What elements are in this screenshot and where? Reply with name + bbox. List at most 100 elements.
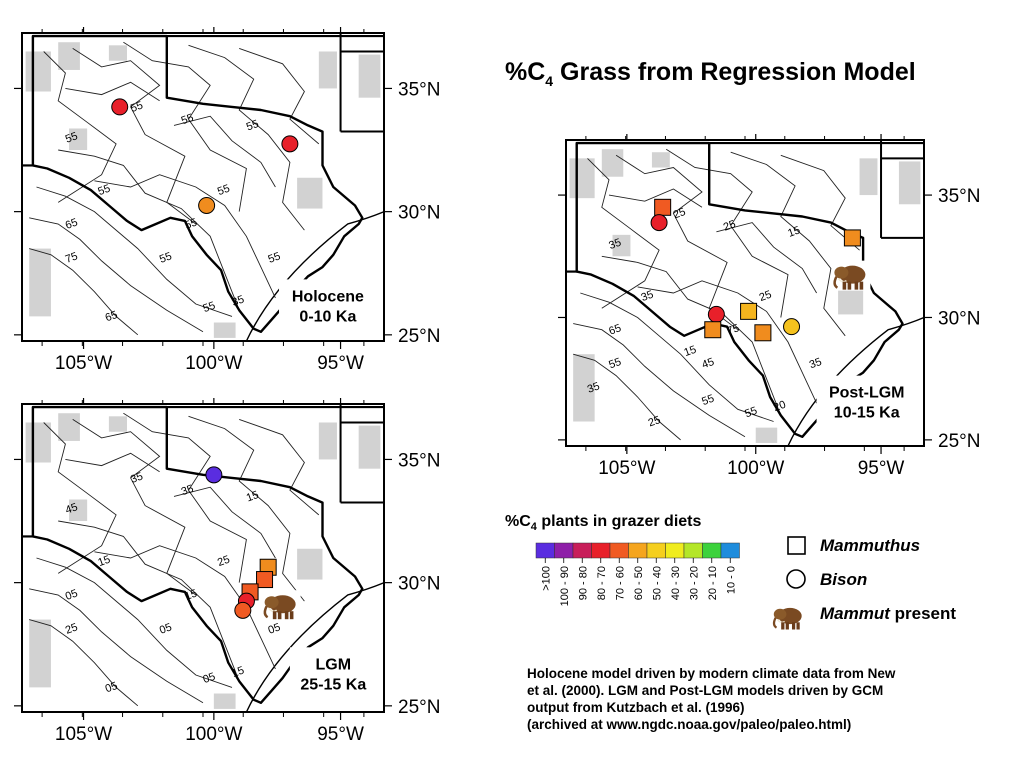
period-label-box	[816, 375, 917, 440]
contour-value-label: 05	[158, 621, 174, 636]
caption-line: output from Kutzbach et al. (1996)	[527, 700, 745, 715]
masked-area	[573, 354, 595, 422]
texas-border	[31, 405, 364, 704]
contour-value-label: 15	[786, 224, 802, 239]
contour-value-label: 05	[64, 587, 80, 602]
map-panel-post-lgm: 35 25 25 25 35 15 65 55 45 75 35 55 20 25 15 35 55 Post-L…	[558, 134, 980, 479]
legend-bin-label: 100 - 90	[559, 566, 571, 606]
contour-value-label: 25	[672, 206, 688, 221]
period-range: 25-15 Ka	[300, 676, 366, 693]
contour-value-label: 25	[216, 554, 232, 569]
masked-area	[358, 425, 381, 469]
contour-line	[239, 418, 320, 516]
contour-value-label: 35	[586, 380, 602, 395]
mammuthus-marker	[754, 324, 772, 342]
lat-label: 25°N	[398, 697, 440, 718]
masked-area	[108, 45, 127, 61]
contour-value-label: 35	[640, 289, 656, 304]
legend-bin-label: 90 - 80	[577, 566, 589, 600]
lon-label: 95°W	[317, 724, 364, 745]
bison-marker	[281, 135, 299, 153]
masked-area	[69, 499, 88, 522]
lon-label: 95°W	[858, 458, 905, 479]
masked-area	[213, 693, 236, 709]
contour-value-label: 55	[158, 250, 174, 265]
contour-value-label: 35	[808, 356, 824, 371]
lon-label: 105°W	[55, 353, 112, 374]
state-line	[339, 33, 384, 133]
contour-line	[94, 545, 276, 670]
period-label-box	[279, 279, 377, 335]
period-name: Post-LGM	[829, 385, 905, 402]
contour-value-label: 15	[96, 554, 112, 569]
state-line	[339, 404, 384, 504]
legend-bin-label: 30 - 20	[688, 566, 700, 600]
contour-line	[239, 47, 320, 145]
contour-line	[29, 588, 204, 704]
legend-swatch	[535, 542, 555, 559]
contour-value-label: 05	[201, 671, 217, 686]
contour-value-label: 25	[722, 218, 738, 233]
legend-square-symbol	[787, 536, 806, 555]
contour-line	[43, 422, 117, 574]
contour-line	[188, 415, 305, 602]
caption-line: et al. (2000). LGM and Post-LGM models d…	[527, 683, 884, 698]
contour-line	[580, 292, 774, 422]
legend-swatch	[702, 542, 722, 559]
contour-line	[780, 154, 860, 251]
lat-label: 30°N	[938, 308, 980, 329]
contour-value-label: 55	[267, 250, 283, 265]
contour-value-label: 20	[772, 399, 788, 414]
contour-value-label: 45	[64, 501, 80, 516]
lon-label: 100°W	[727, 458, 784, 479]
legend-bin-label: 60 - 50	[633, 566, 645, 600]
contour-line	[36, 557, 233, 688]
contour-line	[65, 81, 160, 102]
contour-value-label: 55	[180, 112, 196, 127]
map-panel-lgm: 45 35 35 25 15 15 05 25 05 15 05 05 15 05 LGM 25-15 Ka 3…	[14, 398, 440, 745]
contour-line	[36, 186, 233, 317]
bison-marker	[205, 466, 223, 484]
lon-label: 95°W	[317, 353, 364, 374]
contour-line	[601, 255, 782, 416]
bison-marker	[198, 196, 216, 214]
contour-value-label: 75	[64, 250, 80, 265]
contour-line	[94, 174, 276, 299]
contour-value-label: 65	[104, 309, 120, 324]
contour-line	[43, 51, 117, 203]
lon-label: 100°W	[185, 724, 242, 745]
lon-label: 105°W	[55, 724, 112, 745]
mammut-icon	[772, 607, 802, 630]
masked-area	[601, 149, 624, 177]
period-name: Holocene	[292, 288, 364, 305]
contour-line	[58, 520, 240, 682]
contour-value-label: 15	[245, 489, 261, 504]
legend-item-mammut: Mammut present	[820, 604, 957, 623]
bison-marker	[707, 305, 725, 323]
contour-line	[72, 48, 197, 225]
contour-value-label: 55	[183, 216, 199, 231]
map-contents: 55 55 55 55 55 55 65 75 55 55 55 55 35 65 Holocene 0-10…	[22, 33, 384, 341]
lat-label: 30°N	[398, 203, 440, 224]
bison-marker	[234, 601, 252, 619]
lat-label: 30°N	[398, 574, 440, 595]
masked-area	[569, 158, 595, 199]
contour-value-label: 05	[104, 680, 120, 695]
contour-value-label: 55	[607, 356, 623, 371]
masked-area	[29, 619, 51, 688]
contour-value-label: 55	[216, 183, 232, 198]
contour-value-label: 15	[183, 587, 199, 602]
masked-area	[358, 54, 381, 98]
contour-value-label: 25	[64, 621, 80, 636]
contour-value-label: 35	[607, 237, 623, 252]
masked-area	[318, 51, 337, 89]
contour-line	[188, 44, 305, 231]
contour-value-label: 65	[607, 322, 623, 337]
lon-label: 105°W	[598, 458, 655, 479]
contour-line	[573, 353, 681, 441]
contour-value-label: 15	[230, 664, 246, 679]
page-title: %C4 Grass from Regression Model	[505, 58, 916, 89]
legend-item-mammuthus: Mammuthus	[820, 536, 921, 555]
legend-bin-label: 80 - 70	[596, 566, 608, 600]
masked-area	[318, 422, 337, 460]
